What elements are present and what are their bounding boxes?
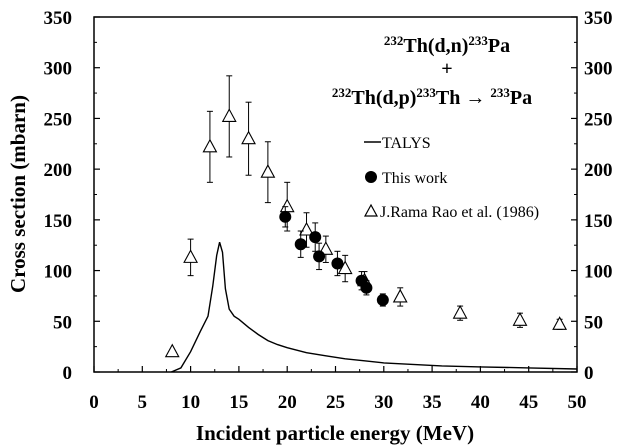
y-tick-label-left: 250 (44, 109, 73, 130)
y-tick-label-right: 150 (584, 211, 613, 232)
x-tick-label: 10 (181, 392, 200, 413)
rama-rao-point (392, 288, 408, 303)
axis-ticks (93, 16, 578, 373)
x-tick-label: 40 (471, 392, 490, 413)
rama-rao-point (260, 164, 276, 178)
rama-rao-point (452, 305, 468, 319)
x-tick-label: 20 (278, 392, 297, 413)
data-marks (164, 75, 578, 373)
y-axis-title: Cross section (mbarn) (6, 95, 30, 293)
y-tick-label-left: 50 (53, 312, 72, 333)
x-tick-label: 15 (229, 392, 248, 413)
y-tick-label-right: 250 (584, 109, 613, 130)
rama-rao-point (318, 241, 334, 255)
plot-area (93, 16, 578, 373)
y-tick-label-right: 200 (584, 160, 613, 181)
y-tick-label-right: 100 (584, 262, 613, 283)
legend: TALYS This work J.Rama Rao et al. (1986) (363, 135, 539, 221)
rama-rao-point (241, 130, 256, 145)
this-work-point (313, 250, 326, 263)
x-tick-label: 35 (423, 392, 442, 413)
this-work-point (331, 257, 344, 270)
rama-rao-point (512, 312, 528, 326)
legend-this-work-label: This work (382, 170, 447, 187)
y-tick-label-right: 0 (584, 363, 594, 384)
talys-curve (171, 242, 578, 373)
rama-rao-point (279, 198, 295, 213)
this-work-point (294, 238, 307, 251)
y-tick-label-right: 50 (584, 312, 603, 333)
rama-rao-point (202, 138, 218, 153)
rama-rao-point (337, 260, 353, 275)
reaction-line-1: 232Th(d,n)233Pa (384, 33, 510, 57)
rama-rao-point (164, 343, 180, 358)
x-tick-label: 30 (374, 392, 393, 413)
this-work-point (376, 293, 389, 306)
y-tick-label-right: 350 (584, 8, 613, 29)
this-work-point (279, 210, 292, 223)
legend-this-work-marker (365, 171, 377, 183)
reaction-line-2: + (441, 58, 452, 80)
y-tick-label-right: 300 (584, 59, 613, 80)
this-work-point (309, 231, 322, 244)
y-tick-label-left: 0 (63, 363, 73, 384)
reaction-line-3: 232Th(d,p)233Th → 233Pa (332, 85, 532, 109)
rama-rao-point (183, 249, 199, 263)
legend-rama-rao-marker (363, 203, 379, 217)
legend-talys-label: TALYS (382, 135, 431, 152)
reaction-annotation: 232Th(d,n)233Pa + 232Th(d,p)233Th → 233P… (332, 33, 532, 109)
y-tick-label-left: 100 (44, 262, 73, 283)
y-tick-label-left: 200 (44, 160, 73, 181)
y-tick-label-left: 150 (44, 211, 73, 232)
rama-rao-point (221, 108, 237, 122)
y-tick-label-left: 350 (44, 8, 73, 29)
this-work-point (360, 281, 373, 294)
rama-rao-point (552, 316, 568, 330)
legend-rama-rao-label: J.Rama Rao et al. (1986) (380, 204, 539, 221)
x-tick-label: 25 (326, 392, 345, 413)
x-tick-label: 50 (568, 392, 587, 413)
x-tick-label: 5 (138, 392, 148, 413)
x-tick-label: 0 (89, 392, 99, 413)
rama-rao-point (299, 221, 314, 236)
x-tick-label: 45 (519, 392, 538, 413)
y-tick-label-left: 300 (44, 59, 73, 80)
x-axis-title: Incident particle energy (MeV) (196, 421, 474, 445)
